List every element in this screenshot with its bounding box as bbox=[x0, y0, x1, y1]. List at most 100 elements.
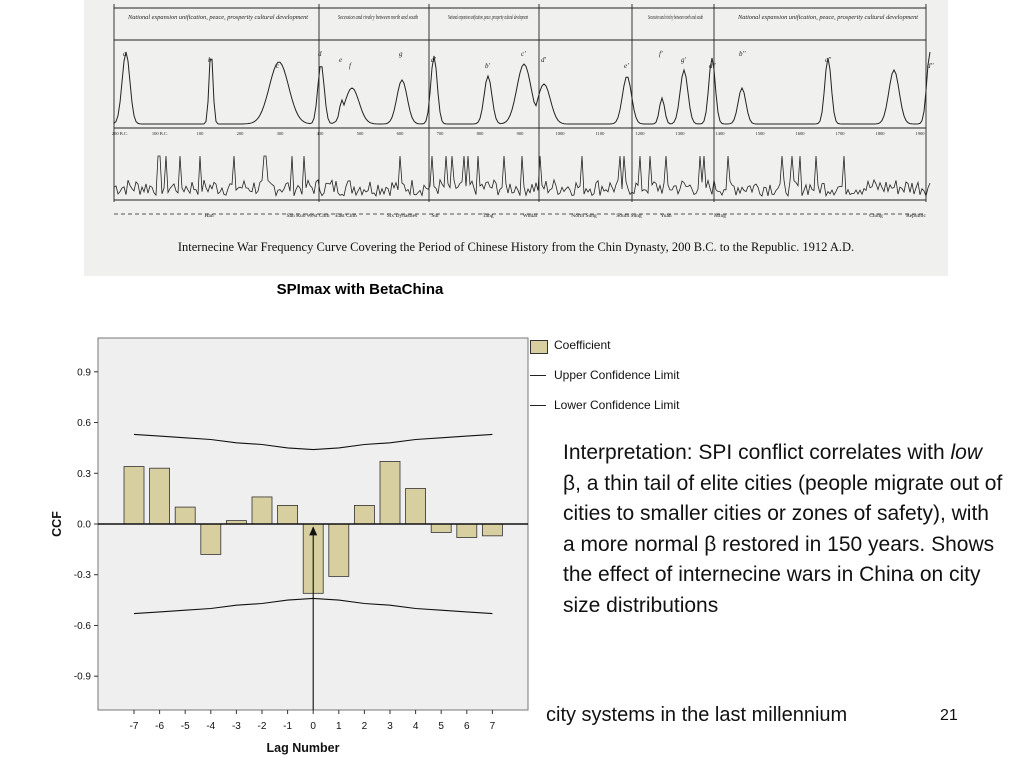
interpretation-after: β, a thin tail of elite cities (people m… bbox=[563, 471, 1003, 617]
y-tick-label: 0.3 bbox=[77, 469, 91, 480]
bar-coefficient bbox=[149, 467, 171, 525]
peak-letter: g' bbox=[681, 56, 687, 64]
period-header: Secession and rivalry between north and … bbox=[648, 14, 703, 21]
period-header: National expansion unification, peace, p… bbox=[127, 14, 308, 21]
confidence-upper-line bbox=[133, 433, 493, 451]
legend-line-lower-limit bbox=[530, 405, 546, 406]
x-tick-label: 4 bbox=[413, 721, 419, 732]
dynasty-label: San Kuo bbox=[286, 213, 305, 219]
bar-coefficient bbox=[379, 461, 401, 525]
date-tick-label: 900 bbox=[517, 131, 525, 136]
dynasty-label: Wudai bbox=[523, 213, 538, 219]
peak-letter: c'' bbox=[825, 56, 832, 64]
legend-label: Coefficient bbox=[554, 338, 611, 352]
y-tick-label: 0.0 bbox=[77, 520, 91, 531]
bar-coefficient bbox=[174, 506, 196, 525]
footer-text: city systems in the last millennium bbox=[546, 704, 848, 726]
legend-item-upper-limit: Upper Confidence Limit bbox=[530, 369, 690, 399]
date-tick-label: 1400 bbox=[716, 131, 726, 136]
peak-letter: f bbox=[349, 62, 352, 70]
dynasty-label: North Sung bbox=[571, 213, 597, 219]
bar-coefficient bbox=[353, 504, 375, 525]
peak-letter: f' bbox=[659, 50, 663, 58]
bar-coefficient bbox=[481, 523, 503, 537]
x-tick-label: 0 bbox=[310, 721, 316, 732]
legend-label: Upper Confidence Limit bbox=[554, 368, 680, 382]
peak-letter: a bbox=[123, 50, 127, 58]
date-tick-label: 1600 bbox=[796, 131, 806, 136]
bar-coefficient bbox=[200, 523, 222, 555]
peak-letter: c' bbox=[521, 50, 526, 58]
date-tick-label: 200 B.C. bbox=[112, 131, 128, 136]
war-frequency-curve bbox=[113, 155, 931, 198]
dynasty-label: Ching bbox=[869, 213, 883, 219]
x-tick-label: 2 bbox=[362, 721, 368, 732]
date-tick-label: 1300 bbox=[676, 131, 686, 136]
date-tick-label: 1200 bbox=[636, 131, 646, 136]
x-tick-label: 1 bbox=[336, 721, 342, 732]
date-tick-label: 300 bbox=[277, 131, 285, 136]
bar-coefficient bbox=[456, 523, 478, 538]
date-tick-label: 500 bbox=[357, 131, 365, 136]
peak-letter: b' bbox=[485, 62, 491, 70]
peak-letter: a'' bbox=[709, 62, 716, 70]
dynasty-label: Six Dynasties bbox=[387, 213, 417, 219]
y-tick-label: 0.6 bbox=[77, 418, 91, 429]
date-tick-label: 1500 bbox=[756, 131, 766, 136]
interpretation-before: Interpretation: SPI conflict correlates … bbox=[563, 441, 951, 464]
peak-letter: a' bbox=[431, 56, 437, 64]
x-axis-label: Lag Number bbox=[267, 741, 340, 755]
legend-item-coefficient: Coefficient bbox=[530, 339, 690, 369]
x-tick-label: 7 bbox=[490, 721, 496, 732]
peak-letter: b'' bbox=[739, 50, 746, 58]
peak-letter: d bbox=[318, 50, 322, 58]
peak-letter: e' bbox=[624, 62, 629, 70]
date-tick-label: 100 B.C. bbox=[152, 131, 168, 136]
ccf-chart: 0.9 0.6 0.3 0.0 -0.3 -0.6 -0.9 -7 -6 -5 -4 -3 -2 -1 0 1… bbox=[50, 337, 529, 755]
dynasty-label: West Chin bbox=[307, 213, 330, 219]
date-tick-label: 800 bbox=[477, 131, 485, 136]
dynasty-label: Han bbox=[204, 213, 213, 219]
figure-subtitle: SPImax with BetaChina bbox=[276, 281, 444, 298]
period-header: National expansion unification, peace, p… bbox=[448, 14, 529, 21]
legend-label: Lower Confidence Limit bbox=[554, 398, 680, 412]
y-tick-label: -0.6 bbox=[74, 621, 92, 632]
period-header: National expansion unification, peace, p… bbox=[737, 14, 918, 21]
dynasty-label: Yuan bbox=[660, 213, 672, 219]
date-tick-label: 700 bbox=[437, 131, 445, 136]
x-tick-label: -7 bbox=[130, 721, 139, 732]
peak-letter: c bbox=[276, 62, 280, 70]
interpretation-text: Interpretation: SPI conflict correlates … bbox=[563, 438, 1003, 621]
date-tick-label: 1100 bbox=[596, 131, 606, 136]
x-tick-label: -6 bbox=[155, 721, 164, 732]
x-tick-label: -5 bbox=[181, 721, 190, 732]
dynasty-label: Tang bbox=[483, 213, 494, 219]
legend-item-lower-limit: Lower Confidence Limit bbox=[530, 399, 690, 429]
figure-caption: Internecine War Frequency Curve Covering… bbox=[178, 240, 854, 254]
interpretation-emphasis: low bbox=[950, 441, 983, 464]
x-tick-label: 6 bbox=[464, 721, 470, 732]
bar-coefficient bbox=[430, 523, 452, 533]
date-tick-label: 600 bbox=[397, 131, 405, 136]
x-tick-label: -3 bbox=[232, 721, 241, 732]
dynasty-label: East Chin bbox=[335, 213, 357, 219]
peak-letter: d'' bbox=[927, 62, 934, 70]
dynastic-peak-curve bbox=[113, 51, 931, 125]
x-tick-label: -1 bbox=[283, 721, 292, 732]
dynasty-label: Sui bbox=[431, 213, 439, 219]
dynasty-label: Ming bbox=[714, 213, 726, 219]
date-tick-label: 1900 bbox=[916, 131, 926, 136]
y-tick-label: -0.9 bbox=[74, 672, 92, 683]
y-axis-label: CCF bbox=[50, 511, 64, 537]
peak-letter: e bbox=[339, 56, 342, 64]
period-header: Secession and rivalry between north and … bbox=[338, 14, 418, 21]
x-tick-label: -4 bbox=[206, 721, 215, 732]
bar-coefficient bbox=[251, 496, 273, 525]
y-tick-label: -0.3 bbox=[74, 570, 92, 581]
date-tick-label: 200 bbox=[237, 131, 245, 136]
peak-letter: g bbox=[399, 50, 403, 58]
lag-zero-arrowhead bbox=[309, 526, 318, 536]
y-tick-label: 0.9 bbox=[77, 367, 91, 378]
chart-legend: Coefficient Upper Confidence Limit Lower… bbox=[530, 339, 690, 429]
war-frequency-figure: National expansion unification, peace, p… bbox=[84, 0, 948, 276]
